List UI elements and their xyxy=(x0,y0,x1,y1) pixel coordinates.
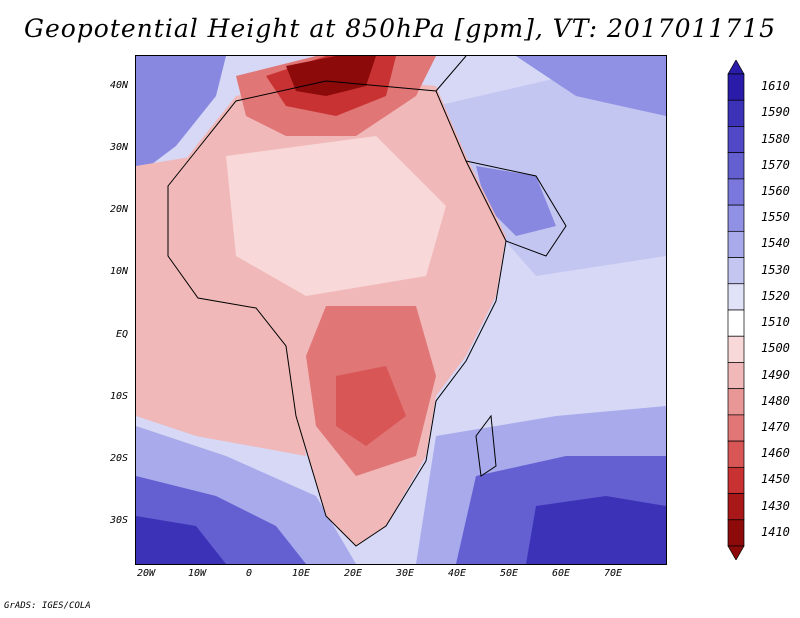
colorbar-swatch xyxy=(727,414,745,442)
lon-label: 30E xyxy=(395,568,415,579)
sahara-light-field xyxy=(226,136,446,296)
map-title: Geopotential Height at 850hPa [gpm], VT:… xyxy=(23,14,777,43)
map-canvas xyxy=(136,56,666,564)
colorbar-label: 1560 xyxy=(761,184,790,198)
colorbar-label: 1500 xyxy=(761,341,790,356)
colorbar-swatch xyxy=(727,519,745,547)
colorbar-swatch xyxy=(727,335,745,363)
colorbar-swatch xyxy=(727,204,745,232)
lat-label: 20N xyxy=(109,204,128,215)
colorbar-swatch xyxy=(727,178,745,206)
lat-label: EQ xyxy=(115,329,128,340)
colorbar-label: 1530 xyxy=(761,262,790,277)
lon-label: 60E xyxy=(551,568,571,579)
lat-label: 40N xyxy=(109,80,128,91)
sw-ocean-deepest-field xyxy=(136,516,226,564)
lon-label: 20E xyxy=(343,568,363,579)
colorbar-label: 1570 xyxy=(761,157,790,172)
colorbar-swatch xyxy=(727,230,745,258)
colorbar-swatch xyxy=(727,99,745,127)
africa-coastline xyxy=(167,80,507,547)
colorbar-swatch xyxy=(727,309,745,337)
mideast-coastline xyxy=(435,56,567,257)
lon-label: 0 xyxy=(245,568,253,579)
colorbar-swatch xyxy=(727,257,745,285)
lat-label: 30S xyxy=(109,515,128,526)
colorbar-label: 1590 xyxy=(761,105,790,120)
med-core-field xyxy=(286,56,376,96)
colorbar-label: 1520 xyxy=(761,288,790,303)
colorbar-label: 1550 xyxy=(761,210,790,225)
southern-red-field xyxy=(336,366,406,446)
colorbar-label: 1480 xyxy=(761,393,790,408)
colorbar-swatch xyxy=(727,152,745,180)
colorbar-swatch xyxy=(727,362,745,390)
nw-atlantic-field xyxy=(136,56,226,176)
colorbar-label: 1460 xyxy=(761,446,790,461)
lon-label: 10E xyxy=(291,568,311,579)
colorbar-swatch xyxy=(727,466,745,494)
map-panel xyxy=(135,55,667,565)
colorbar-swatch xyxy=(727,283,745,311)
colorbar-label: 1430 xyxy=(761,498,790,513)
footer-credit: GrADS: IGES/COLA xyxy=(4,601,91,611)
colorbar-label: 1540 xyxy=(761,236,790,251)
colorbar-swatch xyxy=(727,493,745,521)
lat-label: 20S xyxy=(109,453,128,464)
colorbar-label: 1610 xyxy=(761,79,790,94)
colorbar-swatch xyxy=(727,440,745,468)
madagascar-outline xyxy=(475,414,497,477)
lat-label: 10N xyxy=(109,266,128,277)
colorbar-label: 1470 xyxy=(761,420,790,434)
colorbar-swatch xyxy=(727,73,745,101)
lat-label: 30N xyxy=(109,142,128,153)
colorbar xyxy=(727,60,745,560)
s-indian-deepest-field xyxy=(526,496,666,564)
colorbar-bottom-arrow xyxy=(727,545,745,560)
colorbar-swatch xyxy=(727,126,745,154)
lon-label: 40E xyxy=(447,568,467,579)
colorbar-label: 1580 xyxy=(761,131,790,146)
colorbar-label: 1510 xyxy=(761,315,790,330)
ne-field xyxy=(516,56,666,116)
colorbar-label: 1410 xyxy=(761,524,790,539)
lon-label: 50E xyxy=(499,568,519,579)
colorbar-label: 1450 xyxy=(761,472,790,487)
lon-label: 10W xyxy=(187,568,207,579)
colorbar-label: 1490 xyxy=(761,367,790,382)
lon-label: 20W xyxy=(136,568,156,579)
lat-label: 10S xyxy=(109,391,128,402)
arabia-field xyxy=(476,166,556,236)
lon-label: 70E xyxy=(603,568,623,579)
colorbar-top-arrow xyxy=(727,60,745,75)
colorbar-swatch xyxy=(727,388,745,416)
